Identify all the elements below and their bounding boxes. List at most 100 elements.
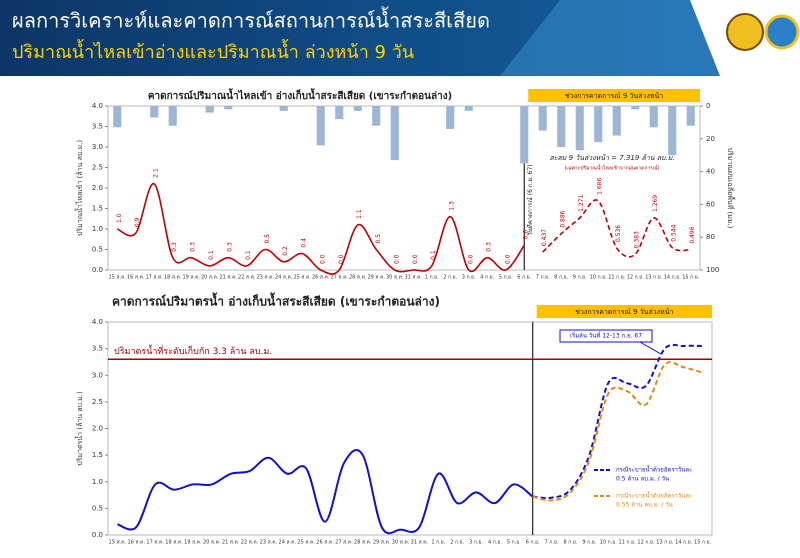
- x-tick-label: 31 ส.ค.: [404, 275, 422, 281]
- x-tick-label: 5 ก.ย.: [507, 540, 521, 546]
- x-tick-label: 11 ก.ย.: [619, 540, 636, 546]
- x-tick-label: 30 ส.ค.: [386, 275, 404, 281]
- x-tick-label: 18 ส.ค.: [164, 275, 182, 281]
- x-tick-label: 1 ก.ย.: [425, 275, 439, 281]
- y-tick-label: 1.0: [92, 478, 103, 486]
- y-tick-label: 0.0: [92, 266, 103, 274]
- rain-bar: [557, 106, 566, 147]
- y-tick-label: 1.0: [92, 225, 103, 233]
- rain-bar: [612, 106, 621, 136]
- rain-bar: [446, 106, 455, 129]
- x-tick-label: 2 ก.ย.: [450, 540, 464, 546]
- x-tick-label: 1 ก.ย.: [431, 540, 445, 546]
- x-tick-label: 22 ส.ค.: [241, 540, 259, 546]
- x-tick-label: 26 ส.ค.: [316, 540, 334, 546]
- value-label: 0.3: [486, 242, 493, 252]
- data-line: [117, 449, 534, 535]
- y-tick-label: 4.0: [92, 102, 103, 110]
- y2-tick-label: 80: [706, 233, 715, 241]
- data-line: [532, 361, 703, 502]
- y-axis-label: ปริมาณน้ำไหลเข้า (ล้าน ลบ.ม.): [73, 140, 84, 236]
- x-tick-label: 20 ส.ค.: [203, 540, 221, 546]
- x-tick-label: 27 ส.ค.: [335, 540, 353, 546]
- value-label: 0.536: [615, 225, 622, 242]
- x-tick-label: 4 ก.ย.: [480, 275, 494, 281]
- value-label: 1.269: [652, 195, 659, 212]
- x-tick-label: 6 ก.ย.: [517, 275, 531, 281]
- value-label: 0.5: [375, 234, 382, 244]
- rain-bar: [168, 106, 177, 126]
- x-tick-label: 15 ส.ค.: [108, 275, 126, 281]
- x-tick-label: 21 ส.ค.: [222, 540, 240, 546]
- x-tick-label: 30 ส.ค.: [392, 540, 410, 546]
- x-tick-label: 13 ก.ย.: [645, 275, 662, 281]
- value-label: 1.271: [578, 195, 585, 212]
- chart-title: คาดการณ์ปริมาตรน้ำ อ่างเก็บน้ำสระสีเสียด…: [112, 292, 440, 309]
- y-axis-label: ปริมาตรน้ำ (ล้าน ลบ.ม.): [73, 391, 84, 466]
- rain-bar: [372, 106, 381, 126]
- y2-tick-label: 60: [706, 200, 715, 208]
- x-tick-label: 16 ส.ค.: [127, 275, 145, 281]
- value-label: 0.0: [467, 254, 474, 264]
- rain-bar: [575, 106, 584, 151]
- value-label: 0.437: [541, 229, 548, 246]
- x-tick-label: 12 ก.ย.: [637, 540, 654, 546]
- value-label: 0.3: [190, 242, 197, 252]
- rain-bar: [649, 106, 658, 128]
- forecast-banner: [536, 305, 712, 318]
- y-tick-label: 0.5: [92, 246, 103, 254]
- legend-rate: 0.5 ล้าน ลบ.ม. / วัน: [616, 476, 669, 483]
- x-tick-label: 7 ก.ย.: [536, 275, 550, 281]
- x-tick-label: 24 ส.ค.: [279, 540, 297, 546]
- y-tick-label: 4.0: [92, 318, 103, 326]
- y-tick-label: 2.5: [92, 164, 103, 172]
- y2-tick-label: 0: [706, 102, 710, 110]
- y-tick-label: 3.5: [92, 123, 103, 131]
- rain-bar: [538, 106, 547, 131]
- y2-axis-label: ปริมาณฝนเฉลี่ยพื้นที่ (มม.): [726, 148, 737, 229]
- rain-bar: [520, 106, 529, 164]
- x-tick-label: 19 ส.ค.: [184, 540, 202, 546]
- x-tick-label: 2 ก.ย.: [443, 275, 457, 281]
- x-tick-label: 25 ส.ค.: [293, 275, 311, 281]
- y-tick-label: 1.5: [92, 205, 103, 213]
- x-tick-label: 9 ก.ย.: [582, 540, 596, 546]
- x-tick-label: 29 ส.ค.: [367, 275, 385, 281]
- x-tick-label: 18 ส.ค.: [165, 540, 183, 546]
- value-label: 1.1: [356, 209, 363, 219]
- rain-bar: [686, 106, 695, 126]
- y-tick-label: 0.5: [92, 504, 103, 512]
- annotation-note: (เฉพาะปริมาณน้ำไหลเข้าจากฝนคาดการณ์): [564, 163, 659, 172]
- y2-tick-label: 40: [706, 168, 715, 176]
- y-tick-label: 2.0: [92, 184, 103, 192]
- x-tick-label: 20 ส.ค.: [201, 275, 219, 281]
- x-tick-label: 6 ก.ย.: [526, 540, 540, 546]
- x-tick-label: 28 ส.ค.: [354, 540, 372, 546]
- rain-bar: [150, 106, 159, 118]
- x-tick-label: 3 ก.ย.: [469, 540, 483, 546]
- rain-bar: [594, 106, 603, 143]
- rain-bar: [631, 106, 640, 110]
- annotation-arrow: [639, 341, 662, 355]
- y-tick-label: 2.0: [92, 425, 103, 433]
- x-tick-label: 10 ก.ย.: [590, 275, 607, 281]
- x-tick-label: 13 ก.ย.: [656, 540, 673, 546]
- x-tick-label: 29 ส.ค.: [373, 540, 391, 546]
- value-label: 0.9: [134, 217, 141, 227]
- x-tick-label: 9 ก.ย.: [573, 275, 587, 281]
- y-tick-label: 3.0: [92, 143, 103, 151]
- value-label: 0.4: [301, 238, 308, 248]
- y-tick-label: 2.5: [92, 398, 103, 406]
- data-line: [532, 343, 703, 500]
- header-subtitle: ปริมาณน้ำไหลเข้าอ่างและปริมาณน้ำ ล่วงหน้…: [12, 39, 414, 63]
- value-label: 0.886: [560, 210, 567, 227]
- rain-bar: [224, 106, 233, 110]
- legend-label: กรณีระบายน้ำด้วยอัตราวันละ: [616, 490, 692, 500]
- rain-bar: [390, 106, 399, 161]
- rain-bar: [113, 106, 122, 128]
- data-line: [542, 199, 691, 258]
- x-tick-label: 31 ส.ค.: [411, 540, 429, 546]
- x-tick-label: 23 ส.ค.: [256, 275, 274, 281]
- x-tick-label: 10 ก.ย.: [600, 540, 617, 546]
